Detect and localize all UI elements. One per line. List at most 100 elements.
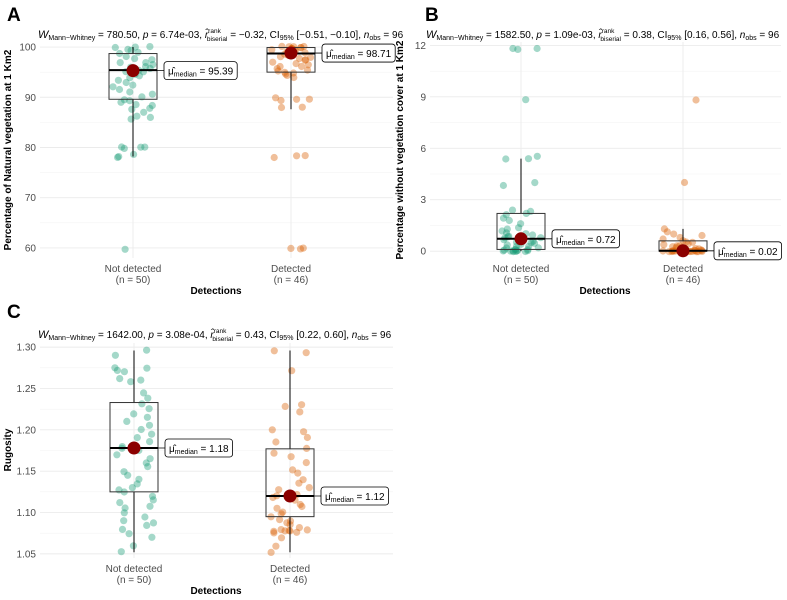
x-axis-label: Detections (190, 586, 242, 597)
data-point (534, 244, 542, 252)
data-point (305, 484, 313, 492)
median-label-box (163, 61, 238, 81)
data-point (283, 519, 291, 527)
data-point (148, 90, 156, 98)
data-point (123, 417, 131, 425)
x-tick-count: (n = 50) (504, 275, 539, 286)
data-point (533, 44, 541, 53)
data-point (270, 527, 278, 535)
data-point (527, 239, 535, 247)
data-point (111, 43, 119, 52)
data-point (115, 85, 124, 94)
data-point (146, 502, 154, 510)
data-point (272, 542, 280, 550)
panel-label: B (425, 5, 439, 26)
data-point (120, 96, 128, 104)
data-point (293, 152, 301, 160)
mean-point (127, 441, 141, 455)
data-point (281, 402, 289, 410)
median-label: μ̂median = 95.39 (163, 61, 238, 81)
data-point (300, 42, 308, 51)
data-point (144, 394, 152, 402)
data-point (285, 527, 293, 535)
mean-point (283, 489, 297, 503)
data-point (514, 45, 522, 54)
data-point (127, 115, 135, 123)
data-point (120, 517, 128, 525)
data-point (692, 96, 700, 104)
data-point (298, 502, 306, 511)
data-point (533, 152, 541, 160)
data-point (298, 103, 306, 111)
data-point (267, 548, 275, 557)
data-point (531, 179, 539, 187)
data-point (133, 480, 141, 488)
data-point (669, 243, 677, 251)
data-point (502, 155, 510, 163)
y-axis-label: Percentage without vegetation cover at 1… (395, 40, 406, 259)
data-point (300, 428, 308, 436)
y-tick-label: 70 (25, 193, 37, 204)
data-point (303, 526, 311, 534)
data-point (130, 150, 138, 158)
data-point (274, 67, 282, 75)
data-point (113, 366, 121, 374)
data-point (508, 206, 517, 214)
data-point (111, 351, 119, 359)
median-label: μ̂median = 98.71 (321, 43, 396, 63)
data-point (115, 153, 123, 161)
y-tick-label: 90 (25, 93, 37, 104)
data-point (278, 42, 286, 51)
y-tick-label: 9 (420, 92, 426, 103)
median-label: μ̂median = 1.12 (320, 486, 389, 506)
data-point (272, 94, 280, 102)
box (496, 212, 546, 250)
data-point (289, 466, 297, 474)
x-tick-count: (n = 50) (116, 275, 151, 286)
x-tick-label: Not detected (106, 564, 163, 575)
data-point (276, 516, 284, 524)
data-point (116, 375, 124, 383)
data-point (144, 463, 152, 471)
data-point (117, 98, 125, 106)
data-point (275, 486, 283, 494)
data-point (148, 430, 156, 438)
median-label: μ̂median = 0.02 (713, 241, 782, 261)
data-point (146, 455, 154, 463)
box (108, 53, 158, 100)
data-point (121, 245, 129, 253)
y-tick-label: 1.10 (17, 508, 37, 519)
data-point (146, 43, 154, 51)
median-label-box (551, 229, 620, 249)
data-point (149, 519, 158, 527)
box (265, 448, 315, 518)
data-point (133, 112, 141, 120)
data-point (148, 492, 157, 500)
mean-point (514, 232, 528, 246)
data-point (295, 54, 303, 63)
panel-a: 60 70 80 90 100 μ̂median = 95.39 μ̂median = 98… (3, 5, 404, 297)
data-point (277, 96, 285, 105)
data-point (502, 229, 511, 237)
y-tick-label: 6 (420, 144, 426, 155)
y-tick-label: 60 (25, 243, 37, 254)
x-tick-count: (n = 46) (273, 575, 308, 586)
y-axis-label: Rugosity (3, 428, 14, 471)
data-point (303, 433, 311, 442)
data-point (276, 53, 285, 61)
data-point (522, 96, 530, 104)
data-point (306, 53, 315, 62)
data-point (498, 227, 506, 235)
data-point (125, 530, 133, 538)
data-point (294, 469, 302, 477)
median-label-box (713, 241, 782, 261)
data-point (117, 548, 125, 556)
data-point (142, 59, 150, 67)
data-point (289, 69, 298, 77)
data-point (299, 476, 307, 484)
data-point (137, 376, 145, 384)
data-point (295, 479, 303, 487)
data-point (138, 93, 146, 101)
data-point (143, 364, 151, 372)
